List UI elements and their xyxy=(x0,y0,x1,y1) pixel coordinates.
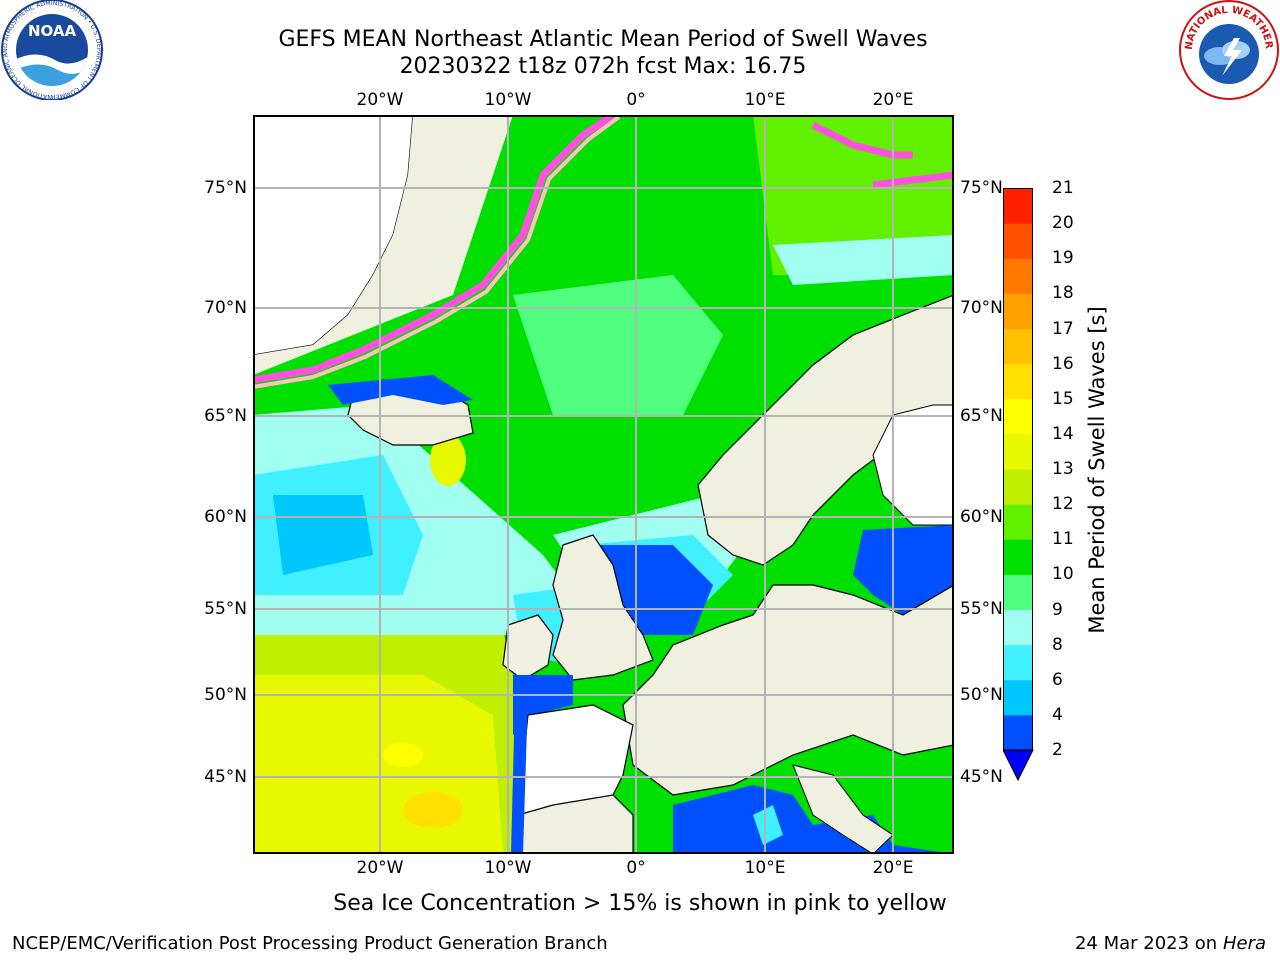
colorbar-segment xyxy=(1003,433,1033,470)
swell-zone xyxy=(773,235,954,285)
swell-zone xyxy=(328,375,473,405)
colorbar-tick-label: 13 xyxy=(1052,459,1074,479)
lon-label-bottom: 0° xyxy=(626,858,646,878)
lon-label-top: 0° xyxy=(626,90,646,110)
ireland-land xyxy=(502,614,554,681)
swell-zone xyxy=(253,675,503,854)
colorbar-tick-label: 17 xyxy=(1052,318,1074,339)
lat-label-right: 50°N xyxy=(960,685,1003,705)
colorbar-segment xyxy=(1003,714,1033,751)
colorbar-segment xyxy=(1003,398,1033,435)
lon-label-bottom: 10°E xyxy=(744,858,786,878)
colorbar-segment xyxy=(1003,363,1033,400)
colorbar-tick-label: 20 xyxy=(1052,213,1074,234)
swell-zone xyxy=(511,695,528,854)
lon-label-bottom: 20°W xyxy=(356,858,404,878)
nws-logo-icon: NATIONAL WEATHER SERVICE xyxy=(1178,0,1279,100)
footer-machine: Hera xyxy=(1222,933,1266,954)
colorbar-segment xyxy=(1003,539,1033,575)
lat-label-left: 75°N xyxy=(204,178,247,198)
colorbar-segment xyxy=(1003,328,1033,365)
greenland-coast xyxy=(253,115,513,375)
colorbar-segment xyxy=(1003,609,1033,646)
italy-land xyxy=(792,764,894,854)
colorbar-tick-label: 12 xyxy=(1052,494,1074,515)
lat-label-left: 45°N xyxy=(204,767,247,787)
lat-label-right: 55°N xyxy=(960,599,1003,619)
lat-label-left: 50°N xyxy=(204,685,247,705)
sea-ice-edge xyxy=(253,115,615,384)
colorbar-tick-label: 6 xyxy=(1052,669,1063,690)
scandinavia-land xyxy=(697,294,954,566)
colorbar-title: Mean Period of Swell Waves [s] xyxy=(1085,306,1109,634)
noaa-logo-icon: NATIONAL OCEANIC AND ATMOSPHERIC ADMINIS… xyxy=(0,0,103,100)
colorbar-segment xyxy=(1003,574,1033,610)
lat-label-right: 65°N xyxy=(960,406,1003,426)
footer-credit: NCEP/EMC/Verification Post Processing Pr… xyxy=(12,933,608,954)
lat-label-right: 45°N xyxy=(960,767,1003,787)
footer-date-text: 24 Mar 2023 on xyxy=(1074,933,1218,954)
map-frame xyxy=(253,115,954,854)
swell-zone xyxy=(430,434,466,486)
lat-label-right: 70°N xyxy=(960,298,1003,318)
lon-label-bottom: 20°E xyxy=(872,858,914,878)
lat-label-left: 55°N xyxy=(204,599,247,619)
colorbar-tick-label: 10 xyxy=(1052,564,1074,585)
colorbar-segment xyxy=(1003,293,1033,329)
sea-ice-edge xyxy=(811,121,913,159)
colorbar xyxy=(1003,188,1034,782)
colorbar-segment xyxy=(1003,188,1033,224)
colorbar-tick-label: 4 xyxy=(1052,704,1063,725)
colorbar-tick-label: 15 xyxy=(1052,388,1074,409)
lon-label-bottom: 10°W xyxy=(484,858,532,878)
colorbar-segments xyxy=(1003,188,1033,751)
lat-label-right: 75°N xyxy=(960,178,1003,198)
colorbar-tick-label: 19 xyxy=(1052,248,1074,269)
swell-zone xyxy=(753,805,783,845)
lon-label-top: 10°W xyxy=(484,90,532,110)
colorbar-tick-label: 9 xyxy=(1052,599,1063,620)
swell-zone xyxy=(273,495,373,575)
swell-zone xyxy=(403,792,463,828)
lon-label-top: 20°E xyxy=(872,90,914,110)
colorbar-extend-arrow xyxy=(1003,749,1034,782)
sea-ice-note: Sea Ice Concentration > 15% is shown in … xyxy=(333,891,947,916)
swell-zone xyxy=(853,525,954,615)
colorbar-segment xyxy=(1003,469,1033,505)
sea-ice-edge xyxy=(253,115,621,389)
colorbar-tick-label: 11 xyxy=(1052,529,1074,550)
lat-label-left: 60°N xyxy=(204,507,247,527)
lat-label-right: 60°N xyxy=(960,507,1003,527)
swell-zone xyxy=(383,743,423,767)
swell-period-map xyxy=(253,115,954,854)
lon-label-top: 20°W xyxy=(356,90,404,110)
footer-date: 24 Mar 2023 on Hera xyxy=(1075,933,1266,954)
colorbar-segment xyxy=(1003,644,1033,681)
colorbar-tick-label: 14 xyxy=(1052,423,1074,444)
colorbar-segment xyxy=(1003,258,1033,294)
swell-zone xyxy=(513,275,723,415)
colorbar-tick-label: 2 xyxy=(1052,740,1063,760)
colorbar-tick-label: 8 xyxy=(1052,634,1063,655)
map-title: GEFS MEAN Northeast Atlantic Mean Period… xyxy=(278,27,928,52)
forecast-info: 20230322 t18z 072h fcst Max: 16.75 xyxy=(399,54,807,79)
colorbar-tick-label: 21 xyxy=(1052,178,1074,198)
colorbar-segment xyxy=(1003,223,1033,259)
colorbar-segment xyxy=(1003,679,1033,716)
britain-land xyxy=(552,534,654,681)
lat-label-left: 65°N xyxy=(204,406,247,426)
colorbar-tick-label: 16 xyxy=(1052,353,1074,374)
svg-text:NOAA: NOAA xyxy=(28,22,77,40)
graticule xyxy=(253,115,954,854)
iberia-land xyxy=(517,794,634,854)
colorbar-tick-label: 18 xyxy=(1052,283,1074,304)
sea-ice-edge xyxy=(872,171,954,189)
lat-label-left: 70°N xyxy=(204,298,247,318)
colorbar-frame xyxy=(1003,188,1033,751)
europe-land xyxy=(622,584,954,796)
colorbar-segment xyxy=(1003,504,1033,540)
lon-label-top: 10°E xyxy=(744,90,786,110)
